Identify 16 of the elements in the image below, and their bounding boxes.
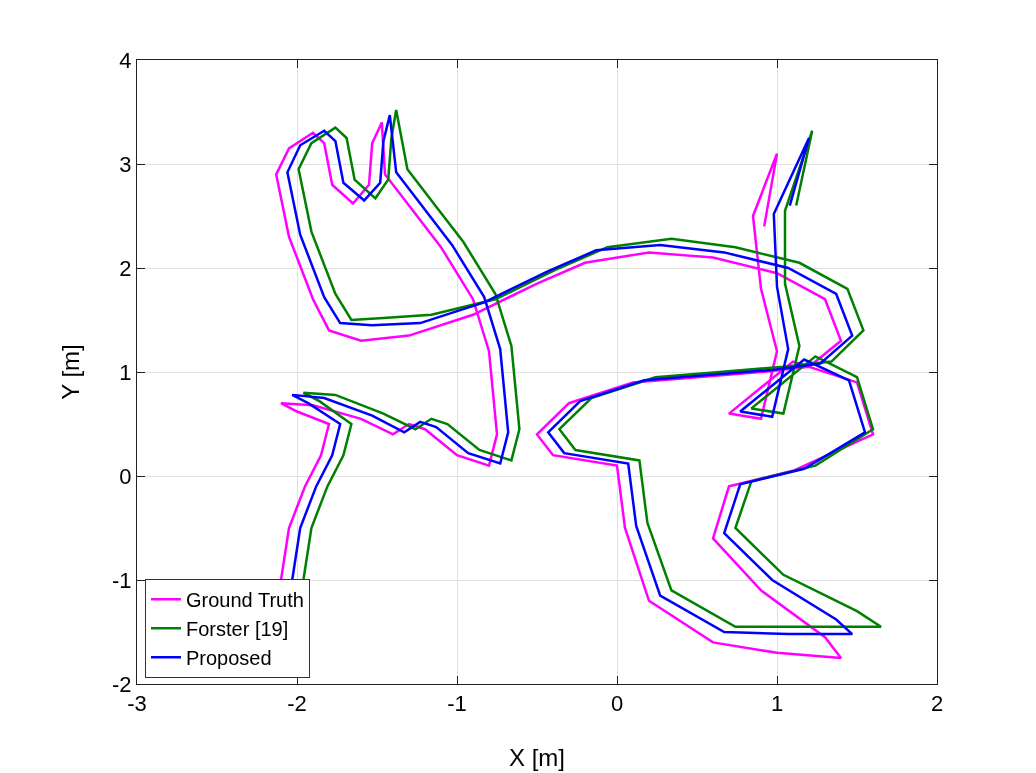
legend-label: Ground Truth [186, 589, 304, 612]
y-tick-label: 0 [119, 463, 132, 489]
y-tick-label: -1 [112, 567, 132, 593]
x-tick-label: 0 [610, 691, 624, 717]
y-tick-label: 4 [119, 47, 132, 73]
x-tick-label: 1 [770, 691, 784, 717]
y-tick-label: 3 [119, 151, 132, 177]
y-axis-title: Y [m] [57, 344, 84, 400]
legend-label: Forster [19] [186, 618, 289, 641]
x-tick-label: 2 [930, 691, 944, 717]
x-axis-title: X [m] [508, 744, 566, 771]
x-tick-label: -2 [287, 691, 307, 717]
x-tick-label: -1 [447, 691, 467, 717]
legend-label: Proposed [186, 647, 272, 670]
y-tick-label: 1 [119, 359, 132, 385]
y-tick-label: 2 [119, 255, 132, 281]
